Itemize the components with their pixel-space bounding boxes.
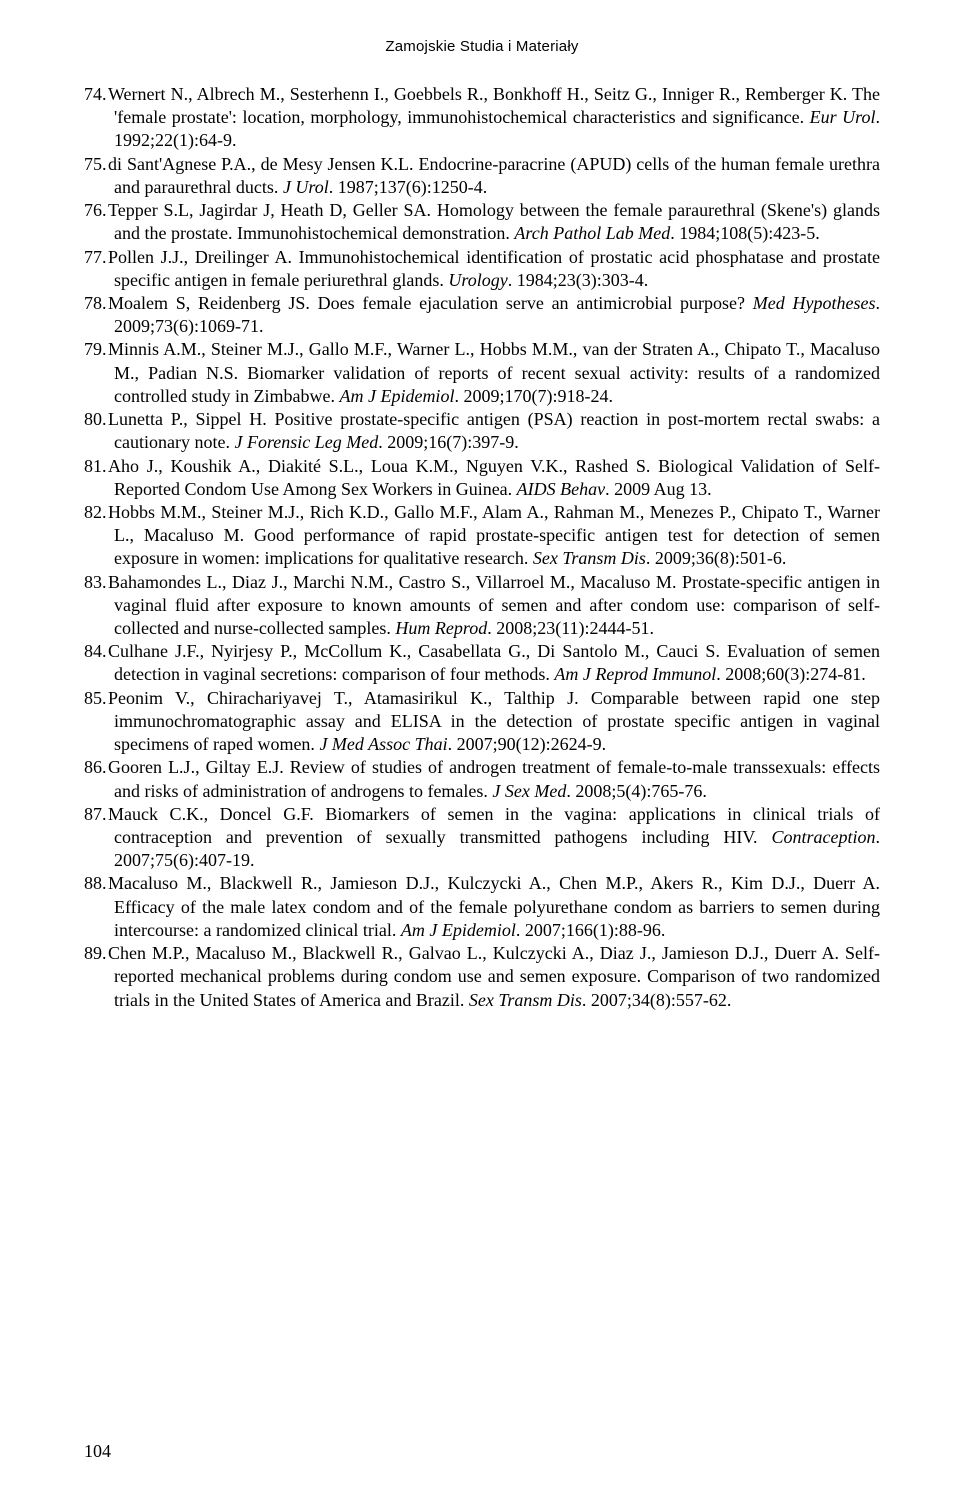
reference-number: 77.	[84, 246, 108, 269]
reference-text-pre: Mauck C.K., Doncel G.F. Biomarkers of se…	[108, 804, 880, 847]
reference-journal: Arch Pathol Lab Med	[514, 223, 670, 243]
reference-item: 86.Gooren L.J., Giltay E.J. Review of st…	[84, 756, 880, 802]
reference-journal: Med Hypotheses	[753, 293, 876, 313]
reference-text-post: . 1984;23(3):303-4.	[508, 270, 648, 290]
reference-item: 75.di Sant'Agnese P.A., de Mesy Jensen K…	[84, 153, 880, 199]
reference-text-post: . 2009 Aug 13.	[605, 479, 712, 499]
reference-journal: Am J Reprod Immunol	[554, 664, 716, 684]
reference-journal: Eur Urol	[810, 107, 876, 127]
reference-journal: Sex Transm Dis	[469, 990, 582, 1010]
running-head: Zamojskie Studia i Materiały	[84, 38, 880, 55]
reference-journal: J Sex Med	[492, 781, 566, 801]
reference-text-post: . 1987;137(6):1250-4.	[329, 177, 487, 197]
reference-text-post: . 2008;5(4):765-76.	[566, 781, 706, 801]
reference-number: 88.	[84, 872, 108, 895]
reference-journal: Am J Epidemiol	[401, 920, 516, 940]
reference-journal: Hum Reprod	[395, 618, 487, 638]
reference-text-post: . 2007;34(8):557-62.	[582, 990, 731, 1010]
reference-item: 84.Culhane J.F., Nyirjesy P., McCollum K…	[84, 640, 880, 686]
reference-item: 80.Lunetta P., Sippel H. Positive prosta…	[84, 408, 880, 454]
reference-text-post: . 1984;108(5):423-5.	[670, 223, 819, 243]
reference-item: 79.Minnis A.M., Steiner M.J., Gallo M.F.…	[84, 338, 880, 408]
reference-item: 87.Mauck C.K., Doncel G.F. Biomarkers of…	[84, 803, 880, 873]
reference-journal: Contraception	[772, 827, 876, 847]
reference-text-post: . 2008;23(11):2444-51.	[487, 618, 654, 638]
reference-text-pre: Moalem S, Reidenberg JS. Does female eja…	[108, 293, 753, 313]
reference-text-post: . 2009;16(7):397-9.	[378, 432, 518, 452]
reference-item: 74.Wernert N., Albrech M., Sesterhenn I.…	[84, 83, 880, 153]
reference-item: 82.Hobbs M.M., Steiner M.J., Rich K.D., …	[84, 501, 880, 571]
reference-item: 88.Macaluso M., Blackwell R., Jamieson D…	[84, 872, 880, 942]
reference-journal: Sex Transm Dis	[533, 548, 646, 568]
reference-number: 84.	[84, 640, 108, 663]
reference-text-pre: Wernert N., Albrech M., Sesterhenn I., G…	[108, 84, 880, 127]
reference-list: 74.Wernert N., Albrech M., Sesterhenn I.…	[84, 83, 880, 1012]
reference-text-pre: di Sant'Agnese P.A., de Mesy Jensen K.L.…	[108, 154, 880, 197]
reference-journal: Am J Epidemiol	[339, 386, 454, 406]
reference-journal: AIDS Behav	[517, 479, 605, 499]
page-number: 104	[84, 1441, 111, 1462]
reference-number: 76.	[84, 199, 108, 222]
reference-journal: J Urol	[283, 177, 329, 197]
reference-item: 83.Bahamondes L., Diaz J., Marchi N.M., …	[84, 571, 880, 641]
reference-journal: Urology	[448, 270, 507, 290]
reference-number: 78.	[84, 292, 108, 315]
reference-number: 79.	[84, 338, 108, 361]
reference-text-post: . 2007;90(12):2624-9.	[448, 734, 606, 754]
reference-number: 87.	[84, 803, 108, 826]
reference-journal: J Forensic Leg Med	[234, 432, 378, 452]
reference-number: 75.	[84, 153, 108, 176]
reference-item: 76.Tepper S.L, Jagirdar J, Heath D, Gell…	[84, 199, 880, 245]
reference-number: 81.	[84, 455, 108, 478]
reference-number: 82.	[84, 501, 108, 524]
page-container: Zamojskie Studia i Materiały 74.Wernert …	[0, 0, 960, 1490]
reference-number: 85.	[84, 687, 108, 710]
reference-number: 74.	[84, 83, 108, 106]
reference-text-post: . 2009;170(7):918-24.	[454, 386, 612, 406]
reference-item: 77.Pollen J.J., Dreilinger A. Immunohist…	[84, 246, 880, 292]
reference-number: 80.	[84, 408, 108, 431]
reference-number: 86.	[84, 756, 108, 779]
reference-text-pre: Aho J., Koushik A., Diakité S.L., Loua K…	[108, 456, 880, 499]
reference-text-post: . 2008;60(3):274-81.	[716, 664, 865, 684]
reference-text-post: . 2009;36(8):501-6.	[646, 548, 786, 568]
reference-number: 83.	[84, 571, 108, 594]
reference-item: 78.Moalem S, Reidenberg JS. Does female …	[84, 292, 880, 338]
reference-item: 81.Aho J., Koushik A., Diakité S.L., Lou…	[84, 455, 880, 501]
reference-journal: J Med Assoc Thai	[319, 734, 447, 754]
reference-text-post: . 2007;166(1):88-96.	[516, 920, 665, 940]
reference-number: 89.	[84, 942, 108, 965]
reference-item: 85.Peonim V., Chirachariyavej T., Atamas…	[84, 687, 880, 757]
reference-item: 89.Chen M.P., Macaluso M., Blackwell R.,…	[84, 942, 880, 1012]
